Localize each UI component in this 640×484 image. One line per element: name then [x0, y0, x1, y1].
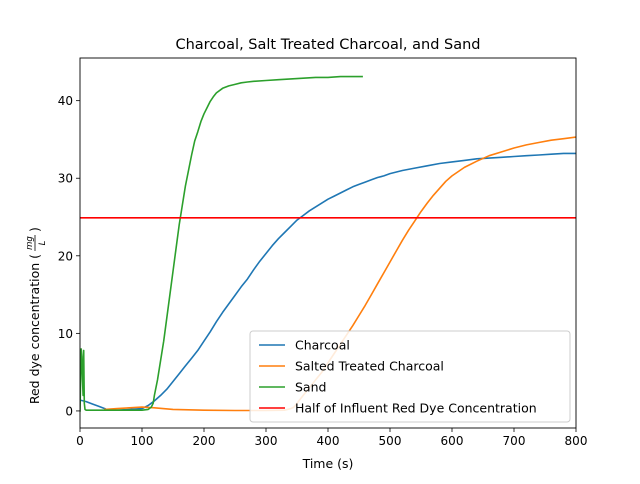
x-tick-label: 600 — [441, 434, 464, 448]
x-tick-label: 800 — [565, 434, 588, 448]
legend-label: Salted Treated Charcoal — [295, 359, 444, 374]
y-tick-label: 0 — [65, 404, 73, 418]
x-tick-label: 400 — [317, 434, 340, 448]
y-axis-label-unit-denominator: L — [38, 240, 48, 245]
legend-box — [249, 330, 571, 423]
y-axis-label-text: Red dye concentration ( — [27, 254, 42, 404]
x-tick-label: 200 — [193, 434, 216, 448]
x-axis-ticks: 0 100 200 300 400 500 600 700 800 — [76, 428, 587, 448]
x-tick-label: 100 — [131, 434, 154, 448]
x-tick-label: 0 — [76, 434, 84, 448]
y-axis-label: Red dye concentration ( mg L ) — [25, 227, 48, 404]
y-axis-label-close-paren: ) — [27, 227, 42, 232]
x-axis-label: Time (s) — [302, 456, 354, 471]
x-tick-label: 300 — [255, 434, 278, 448]
y-tick-label: 10 — [58, 327, 73, 341]
legend-label: Charcoal — [295, 338, 350, 353]
chart-title: Charcoal, Salt Treated Charcoal, and San… — [175, 37, 480, 53]
series-line-2 — [80, 75, 363, 412]
y-tick-label: 40 — [58, 94, 73, 108]
legend-items: Charcoal Salted Treated Charcoal Sand Half … — [259, 338, 537, 416]
legend-label: Half of Influent Red Dye Concentration — [295, 401, 537, 416]
legend: Charcoal Salted Treated Charcoal Sand Half … — [249, 330, 571, 423]
x-tick-label: 500 — [379, 434, 402, 448]
x-tick-label: 700 — [503, 434, 526, 448]
y-axis-label-unit-numerator: mg — [25, 236, 35, 250]
y-axis-ticks: 0 10 20 30 40 — [58, 94, 80, 418]
y-tick-label: 20 — [58, 249, 73, 263]
y-tick-label: 30 — [58, 172, 73, 186]
legend-label: Sand — [295, 380, 326, 395]
